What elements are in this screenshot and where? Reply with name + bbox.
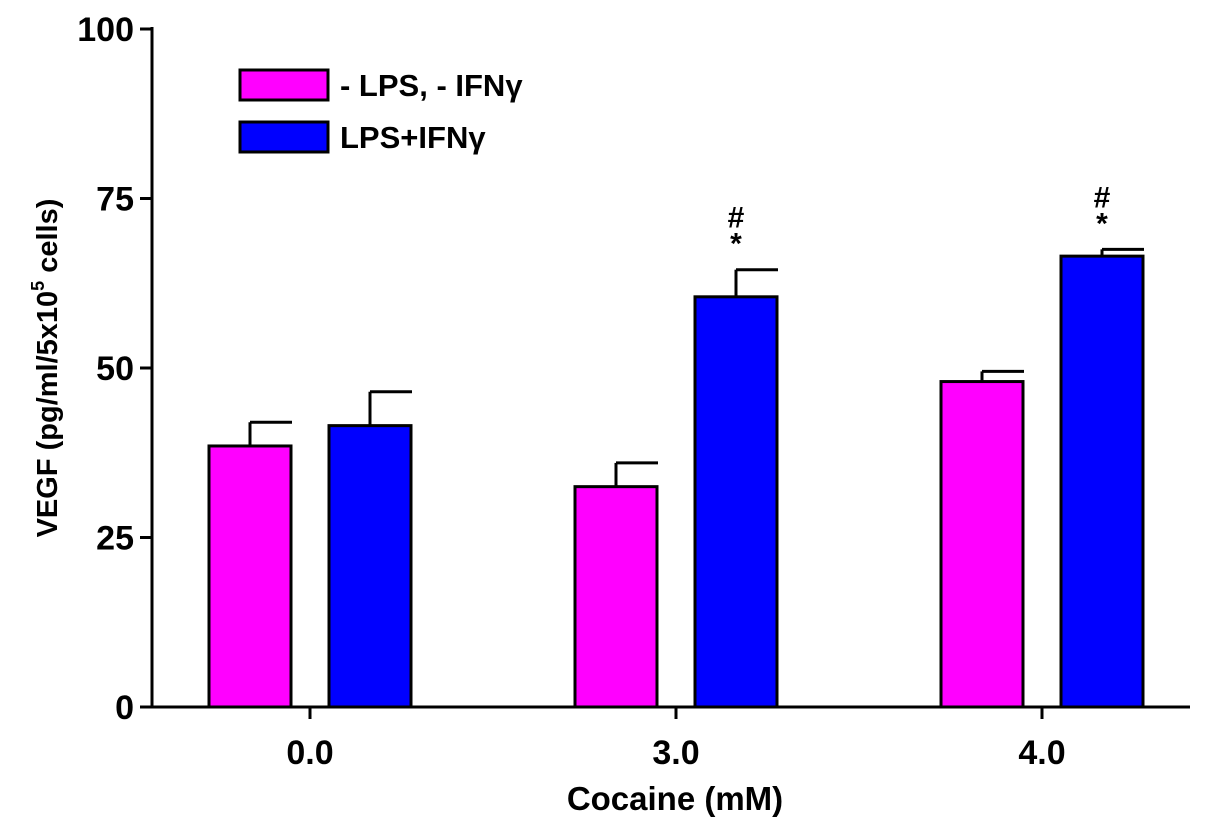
bar — [327, 424, 413, 709]
y-axis-title: VEGF (pg/ml/5x105 cells) — [28, 199, 64, 538]
bar-group — [939, 369, 1025, 709]
x-tick-label: 0.0 — [286, 734, 333, 772]
bar-group — [573, 461, 659, 709]
y-tick-label: 50 — [96, 350, 134, 388]
bar-group: #* — [693, 202, 779, 709]
x-tick-label: 4.0 — [1018, 734, 1065, 772]
significance-marker: * — [1096, 207, 1108, 240]
bar — [207, 444, 293, 709]
bar — [939, 380, 1025, 709]
axes: 0 25 50 75 100 0.0 3.0 4.0 — [77, 11, 1190, 772]
y-tick-label: 25 — [96, 520, 134, 558]
legend-label: LPS+IFNγ — [340, 120, 486, 155]
bar-group: #* — [1059, 181, 1145, 709]
x-axis-title: Cocaine (mM) — [567, 780, 783, 817]
legend-swatch — [238, 68, 330, 102]
y-tick-label: 75 — [96, 181, 134, 219]
bar — [693, 295, 779, 709]
bar-group — [207, 420, 293, 709]
significance-marker: # — [728, 202, 745, 235]
significance-marker: * — [730, 228, 742, 261]
significance-marker: # — [1094, 181, 1111, 214]
bar — [573, 485, 659, 709]
legend: - LPS, - IFNγ LPS+IFNγ — [238, 68, 523, 155]
bar-group — [327, 390, 413, 709]
y-tick-label: 0 — [115, 689, 134, 727]
legend-swatch — [238, 120, 330, 154]
y-tick-label: 100 — [77, 11, 134, 49]
x-tick-label: 3.0 — [652, 734, 699, 772]
legend-label: - LPS, - IFNγ — [340, 68, 523, 103]
bar — [1059, 254, 1145, 709]
bars: #*#* — [207, 181, 1145, 709]
